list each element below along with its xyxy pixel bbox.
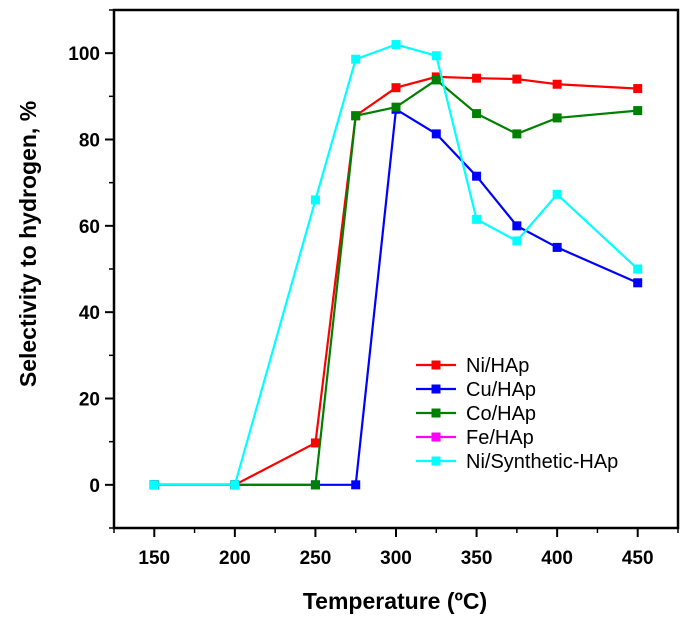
data-point (431, 129, 441, 139)
legend-item: Cu/HAp (416, 379, 536, 401)
data-point (633, 106, 643, 116)
legend-swatch-marker (431, 384, 441, 394)
legend-swatch-marker (431, 360, 441, 370)
x-tick-label: 300 (380, 548, 412, 569)
series-4 (149, 40, 643, 490)
data-point (472, 171, 482, 181)
y-ticks: 0 20 40 60 80 100 (68, 9, 114, 529)
x-tick-label: 400 (541, 548, 573, 569)
series-2 (149, 75, 643, 490)
data-point (552, 189, 562, 199)
data-point (351, 111, 361, 121)
x-tick-label: 200 (219, 548, 251, 569)
data-point (512, 74, 522, 84)
legend-item: Ni/Synthetic-HAp (416, 451, 618, 473)
data-point (310, 195, 320, 205)
data-point (310, 438, 320, 448)
legend-label: Co/HAp (466, 403, 536, 425)
data-point (633, 84, 643, 94)
data-point (391, 40, 401, 50)
legend-swatch-marker (431, 432, 441, 442)
x-tick-label: 150 (138, 548, 170, 569)
series-0 (149, 72, 643, 490)
legend-swatch-marker (431, 456, 441, 466)
data-point (512, 129, 522, 139)
x-tick-label: 250 (300, 548, 332, 569)
data-point (472, 109, 482, 119)
data-point (431, 75, 441, 85)
x-tick-label: 350 (461, 548, 493, 569)
legend-item: Fe/HAp (416, 427, 534, 449)
y-tick-label: 20 (79, 390, 100, 411)
data-point (633, 278, 643, 288)
series-line (154, 107, 639, 486)
legend-swatch-marker (431, 408, 441, 418)
series-line (154, 78, 638, 486)
legend-item: Ni/HAp (416, 355, 529, 377)
data-point (149, 480, 159, 490)
series-line (154, 75, 638, 486)
data-point (391, 83, 401, 93)
data-point (512, 221, 522, 231)
y-tick-label: 80 (79, 131, 100, 152)
legend-label: Ni/Synthetic-HAp (466, 451, 618, 473)
data-point (351, 54, 361, 64)
x-ticks: 150 200 250 300 350 400 450 (113, 528, 679, 569)
y-axis-label: Selectivity to hydrogen, % (15, 101, 41, 387)
series-1 (149, 104, 643, 490)
data-point (512, 236, 522, 246)
series-group (149, 40, 643, 490)
y-tick-label: 60 (79, 217, 100, 238)
data-point (472, 73, 482, 83)
legend-item: Co/HAp (416, 403, 536, 425)
data-point (310, 480, 320, 490)
data-point (552, 242, 562, 252)
y-tick-label: 0 (89, 476, 100, 497)
data-point (431, 51, 441, 61)
series-line (154, 43, 639, 486)
data-point (552, 113, 562, 123)
x-tick-label: 450 (622, 548, 654, 569)
data-point (552, 79, 562, 89)
data-point (351, 480, 361, 490)
data-point (472, 214, 482, 224)
y-tick-label: 40 (79, 303, 100, 324)
data-point (391, 102, 401, 112)
y-tick-label: 100 (68, 44, 100, 65)
legend-label: Ni/HAp (466, 355, 529, 377)
data-point (633, 264, 643, 274)
data-point (230, 480, 240, 490)
legend-label: Cu/HAp (466, 379, 536, 401)
legend-label: Fe/HAp (466, 427, 534, 449)
x-axis-label: Temperature (ºC) (303, 588, 487, 614)
